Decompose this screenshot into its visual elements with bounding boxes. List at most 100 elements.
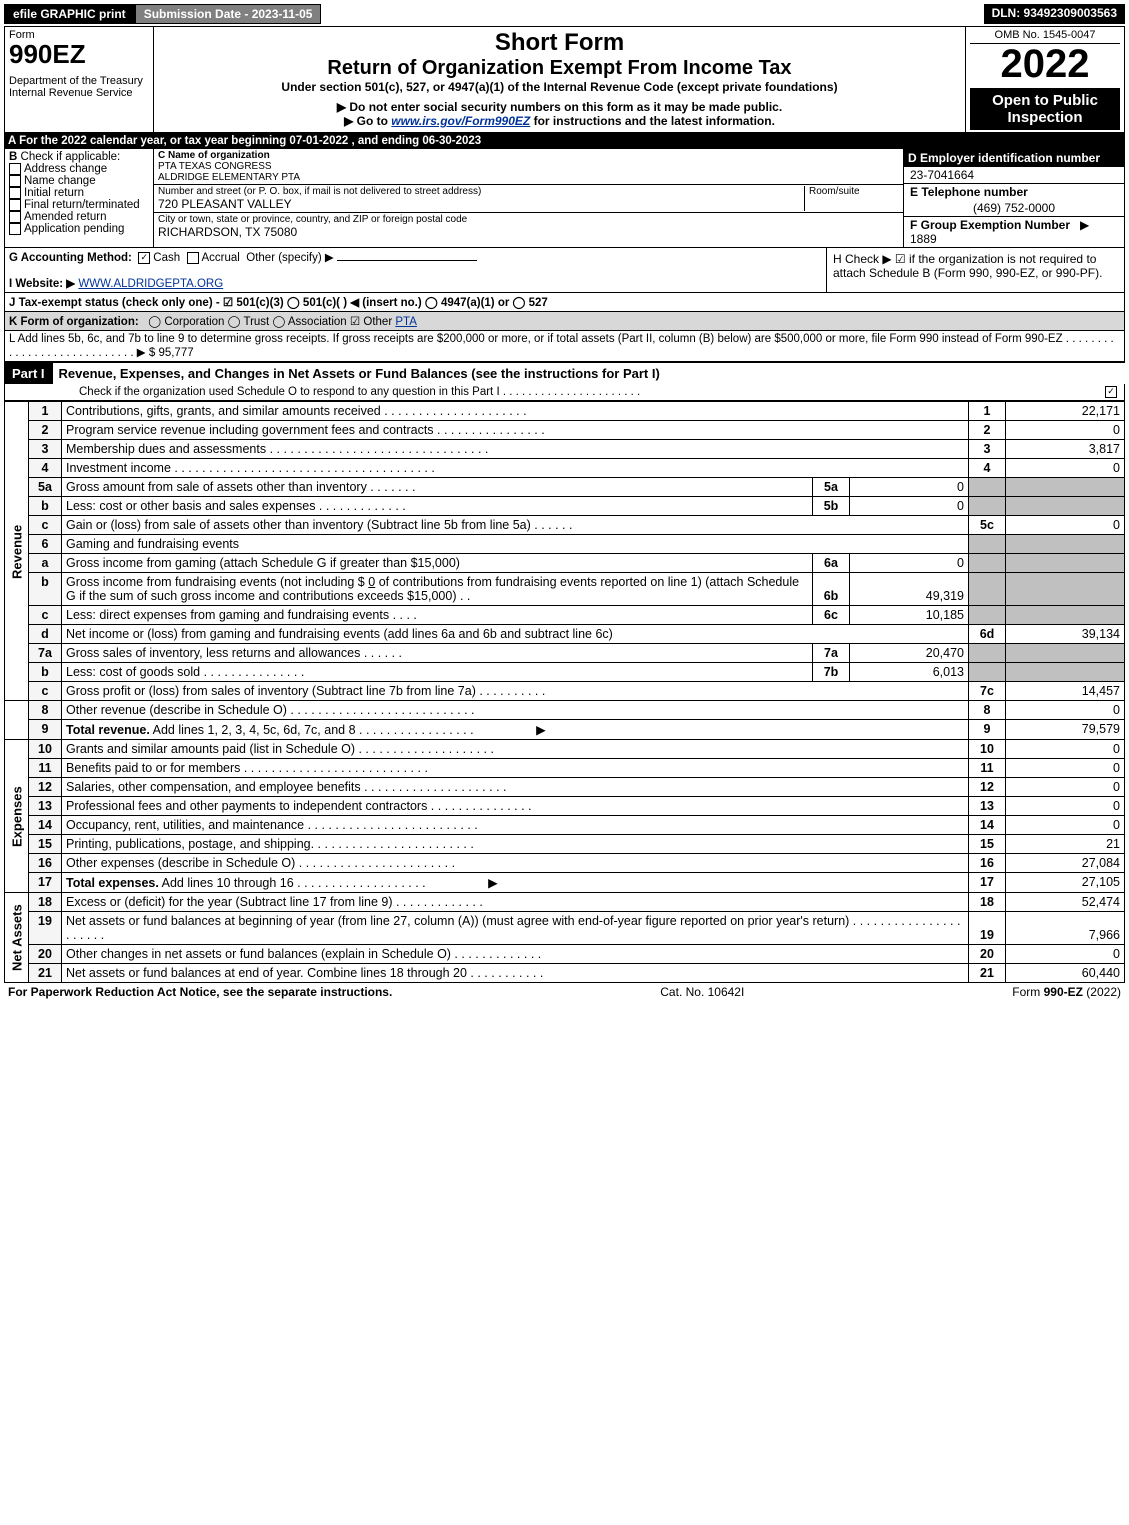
page-footer: For Paperwork Reduction Act Notice, see … (4, 983, 1125, 1001)
line-amt: 0 (1006, 816, 1125, 835)
website-link[interactable]: WWW.ALDRIDGEPTA.ORG (78, 278, 223, 290)
line-num: 16 (29, 854, 62, 873)
row-a-tax-year: A For the 2022 calendar year, or tax yea… (4, 133, 1125, 149)
form-number: 990EZ (9, 41, 149, 67)
efile-print-button[interactable]: efile GRAPHIC print (4, 4, 135, 24)
irs-link[interactable]: www.irs.gov/Form990EZ (391, 114, 530, 128)
line-num: 21 (29, 964, 62, 983)
line-num: 20 (29, 945, 62, 964)
c-name-label: C Name of organization (158, 150, 270, 161)
d-ein-label: D Employer identification number (904, 149, 1124, 167)
line-text: Other revenue (describe in Schedule O) .… (62, 701, 969, 720)
city-value: RICHARDSON, TX 75080 (158, 225, 297, 239)
line-text: Investment income . . . . . . . . . . . … (62, 459, 969, 478)
line-num: 17 (29, 873, 62, 893)
mid-ref: 7b (813, 663, 850, 682)
line-ref: 11 (969, 759, 1006, 778)
cb-cash[interactable] (138, 252, 150, 264)
opt-accrual: Accrual (202, 252, 240, 264)
line-num: 12 (29, 778, 62, 797)
line-num: d (29, 625, 62, 644)
line-text: Less: direct expenses from gaming and fu… (62, 606, 813, 625)
line-num: 1 (29, 402, 62, 421)
line-num: b (29, 497, 62, 516)
line-amt: 0 (1006, 516, 1125, 535)
line-amt: 7,966 (1006, 912, 1125, 945)
line-num: b (29, 573, 62, 606)
line-amt: 79,579 (1006, 720, 1125, 740)
line-text: Contributions, gifts, grants, and simila… (62, 402, 969, 421)
room-label: Room/suite (809, 186, 860, 197)
shade-cell (969, 573, 1006, 606)
shade-cell (1006, 663, 1125, 682)
shade-cell (969, 497, 1006, 516)
cb-final-return[interactable] (9, 199, 21, 211)
shade-cell (1006, 554, 1125, 573)
header-right: OMB No. 1545-0047 2022 Open to Public In… (966, 27, 1124, 132)
side-expenses: Expenses (5, 740, 29, 893)
line-ref: 20 (969, 945, 1006, 964)
line-ref: 7c (969, 682, 1006, 701)
line-text: Occupancy, rent, utilities, and maintena… (62, 816, 969, 835)
line-text: Membership dues and assessments . . . . … (62, 440, 969, 459)
col-c-org-info: C Name of organization PTA TEXAS CONGRES… (154, 149, 904, 247)
line-ref: 8 (969, 701, 1006, 720)
other-specify-input[interactable] (337, 260, 477, 261)
h-text: H Check ▶ ☑ if the organization is not r… (833, 252, 1102, 280)
mid-amt: 0 (850, 497, 969, 516)
cb-address-change[interactable] (9, 163, 21, 175)
shade-cell (1006, 478, 1125, 497)
opt-address-change: Address change (24, 163, 107, 175)
line-ref: 10 (969, 740, 1006, 759)
line-text: Program service revenue including govern… (62, 421, 969, 440)
row-g: G Accounting Method: Cash Accrual Other … (5, 248, 826, 292)
cb-application-pending[interactable] (9, 223, 21, 235)
form-header: Form 990EZ Department of the Treasury In… (4, 26, 1125, 133)
cb-amended-return[interactable] (9, 211, 21, 223)
line-text: Less: cost or other basis and sales expe… (62, 497, 813, 516)
line-amt: 0 (1006, 459, 1125, 478)
org-name-2: ALDRIDGE ELEMENTARY PTA (158, 172, 300, 183)
opt-application-pending: Application pending (24, 223, 124, 235)
line-text: Less: cost of goods sold . . . . . . . .… (62, 663, 813, 682)
line-num: 11 (29, 759, 62, 778)
line-text: Other changes in net assets or fund bala… (62, 945, 969, 964)
footer-left: For Paperwork Reduction Act Notice, see … (8, 985, 392, 999)
k-opts: ◯ Corporation ◯ Trust ◯ Association ☑ Ot… (148, 316, 392, 328)
opt-other: Other (specify) ▶ (246, 252, 333, 264)
cb-name-change[interactable] (9, 175, 21, 187)
dept-treasury: Department of the Treasury (9, 75, 149, 87)
city-label: City or town, state or province, country… (158, 214, 467, 225)
line-text-9: Total revenue. Add lines 1, 2, 3, 4, 5c,… (62, 720, 969, 740)
line-text: Grants and similar amounts paid (list in… (62, 740, 969, 759)
line-ref: 12 (969, 778, 1006, 797)
street-label: Number and street (or P. O. box, if mail… (158, 186, 481, 197)
line-6b-text: Gross income from fundraising events (no… (62, 573, 813, 606)
k-other-val[interactable]: PTA (395, 316, 417, 328)
shade-cell (969, 478, 1006, 497)
line-num: b (29, 663, 62, 682)
shade-cell (1006, 535, 1125, 554)
part-1-check-text: Check if the organization used Schedule … (9, 386, 640, 398)
subtitle: Under section 501(c), 527, or 4947(a)(1)… (158, 80, 961, 94)
mid-ref: 5b (813, 497, 850, 516)
cb-accrual[interactable] (187, 252, 199, 264)
line-text: Other expenses (describe in Schedule O) … (62, 854, 969, 873)
line-num: 6 (29, 535, 62, 554)
cb-initial-return[interactable] (9, 187, 21, 199)
line-amt: 0 (1006, 421, 1125, 440)
line-ref: 4 (969, 459, 1006, 478)
opt-final-return: Final return/terminated (24, 199, 140, 211)
line-ref: 19 (969, 912, 1006, 945)
line-text: Gain or (loss) from sale of assets other… (62, 516, 969, 535)
line-ref: 3 (969, 440, 1006, 459)
line-ref: 5c (969, 516, 1006, 535)
line-ref: 17 (969, 873, 1006, 893)
cb-schedule-o[interactable] (1105, 386, 1117, 398)
line-text: Professional fees and other payments to … (62, 797, 969, 816)
line-num: 7a (29, 644, 62, 663)
part-1-header: Part I Revenue, Expenses, and Changes in… (4, 362, 1125, 384)
line-ref: 2 (969, 421, 1006, 440)
submission-date-badge: Submission Date - 2023-11-05 (135, 4, 322, 24)
part-1-tag: Part I (4, 363, 53, 384)
